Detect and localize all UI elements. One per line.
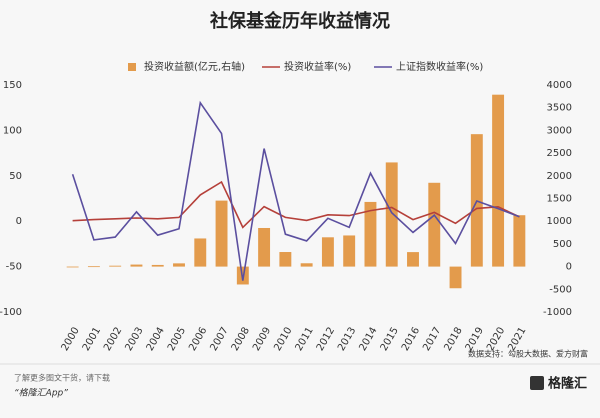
bar <box>87 266 100 268</box>
legend-label: 投资收益额(亿元,右轴) <box>144 60 245 73</box>
y2-tick-label: 1500 <box>547 194 572 205</box>
bar <box>215 200 228 267</box>
y-tick-label: 100 <box>3 125 22 136</box>
y2-tick-label: 4000 <box>547 80 572 91</box>
bar <box>130 264 143 267</box>
footer-note: 了解更多图文干货，请下载 <box>14 373 110 383</box>
bar <box>364 201 377 267</box>
y2-tick-label: 2500 <box>547 148 572 159</box>
y2-tick-label: 500 <box>553 239 572 250</box>
y2-tick-label: 3500 <box>547 103 572 114</box>
source: 数据支持：勾股大数据、爱方财富 <box>468 349 588 359</box>
bar <box>321 237 334 267</box>
brand-logo <box>530 376 544 390</box>
bar <box>428 182 441 267</box>
y-tick-label: 0 <box>16 216 22 227</box>
bar <box>66 266 79 268</box>
y-tick-label: -100 <box>0 307 22 318</box>
y2-tick-label: 2000 <box>547 171 572 182</box>
bar <box>151 264 164 267</box>
bar <box>300 263 313 267</box>
bar <box>513 215 526 267</box>
bar <box>449 266 462 289</box>
chart-title: 社保基金历年收益情况 <box>210 10 390 32</box>
footer-app: “格隆汇App” <box>14 388 68 399</box>
bar <box>343 235 356 267</box>
legend-swatch <box>128 63 136 71</box>
y-tick-label: -50 <box>6 262 22 273</box>
line <box>72 180 520 229</box>
legend-label: 上证指数收益率(%) <box>396 60 483 73</box>
y2-tick-label: -1000 <box>543 307 572 318</box>
brand: 格隆汇 <box>548 376 587 392</box>
line <box>71 100 520 281</box>
y2-tick-label: 0 <box>566 262 572 273</box>
bar <box>492 94 505 267</box>
legend-label: 投资收益率(%) <box>284 60 351 73</box>
y-tick-label: 150 <box>3 80 22 91</box>
bar <box>385 162 398 267</box>
y2-tick-label: 3000 <box>547 125 572 136</box>
bar <box>279 252 292 267</box>
bar <box>194 238 207 267</box>
bar <box>109 265 122 267</box>
bar <box>258 227 271 267</box>
y-tick-label: 50 <box>9 171 22 182</box>
y2-tick-label: 1000 <box>547 216 572 227</box>
bar <box>173 263 185 267</box>
bar <box>407 252 419 267</box>
y2-tick-label: -500 <box>549 284 572 295</box>
